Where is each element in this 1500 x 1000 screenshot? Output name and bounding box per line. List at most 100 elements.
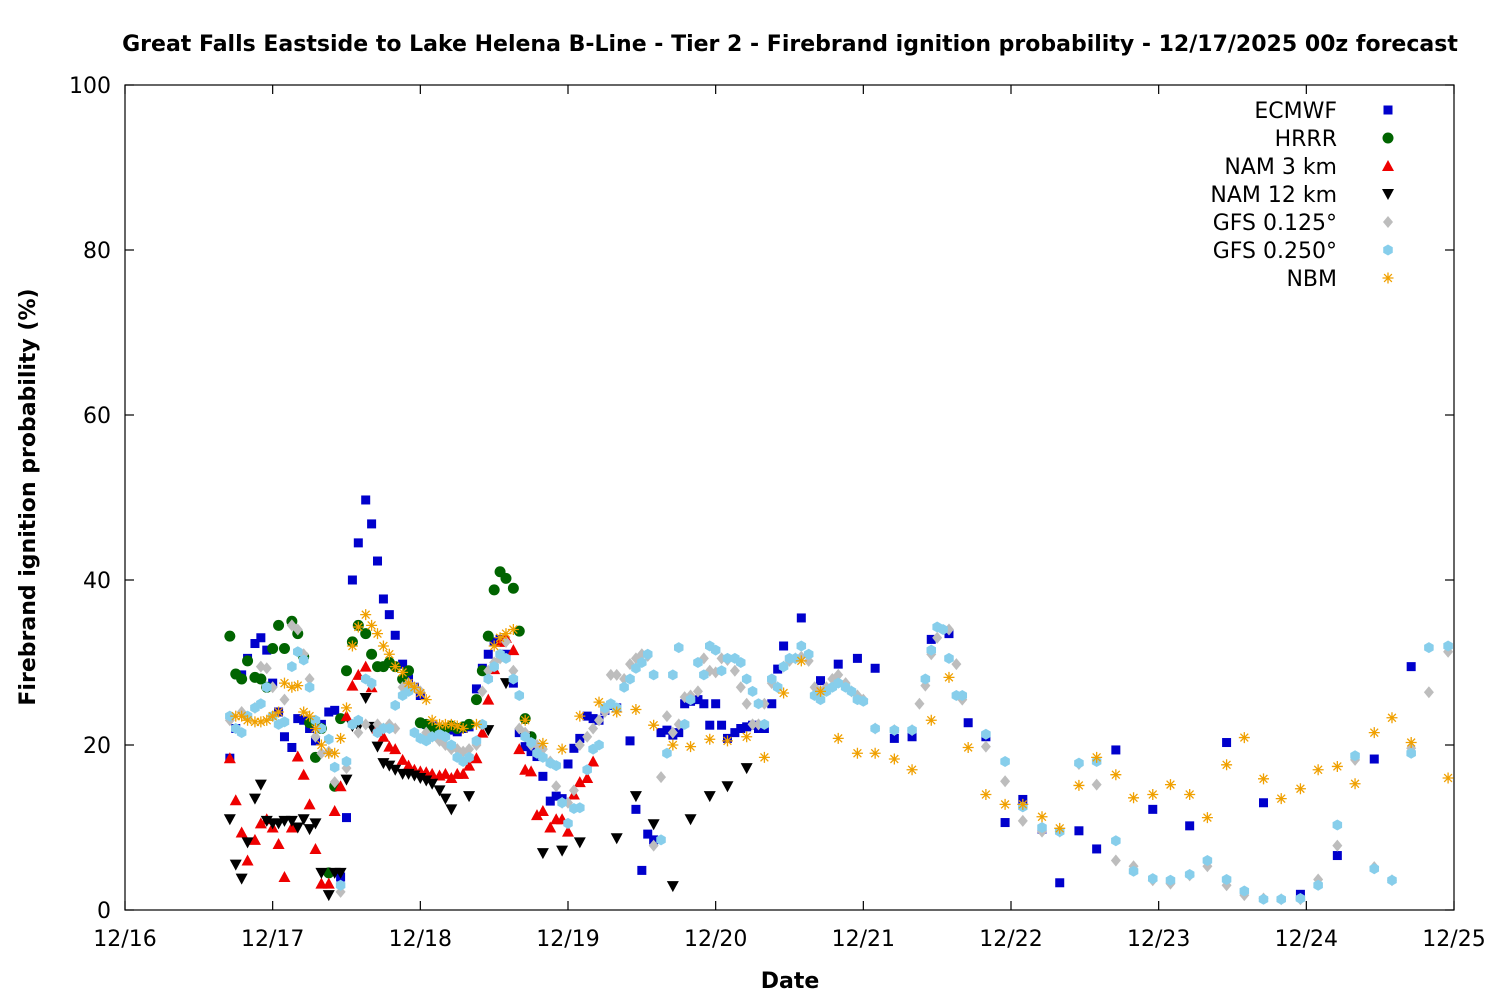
data-point	[889, 724, 900, 736]
data-point	[236, 710, 248, 722]
data-point	[661, 710, 672, 723]
data-point	[1386, 712, 1398, 724]
data-point	[341, 665, 352, 677]
data-point	[272, 838, 285, 849]
data-point	[870, 723, 880, 734]
data-point	[457, 723, 469, 734]
data-point	[1276, 893, 1286, 905]
data-point	[573, 837, 586, 849]
data-point	[513, 625, 525, 637]
data-point	[261, 714, 273, 726]
legend-label: GFS 0.250°	[1213, 239, 1337, 264]
data-point	[514, 690, 525, 701]
data-point	[611, 706, 623, 718]
data-point	[1055, 878, 1065, 888]
data-point	[773, 664, 783, 674]
data-point	[1350, 750, 1360, 762]
data-point	[662, 747, 672, 759]
data-point	[704, 733, 716, 745]
data-point	[463, 759, 476, 771]
data-point	[445, 804, 458, 816]
data-point	[736, 657, 746, 668]
data-point	[335, 713, 347, 725]
data-point	[963, 718, 973, 728]
data-point	[389, 661, 401, 673]
data-point	[778, 661, 789, 673]
data-point	[833, 659, 843, 669]
data-point	[1406, 662, 1416, 672]
data-point	[685, 694, 696, 706]
data-point	[1111, 835, 1121, 847]
data-point	[482, 693, 495, 705]
data-point	[403, 665, 415, 677]
data-point	[1349, 778, 1361, 790]
data-point	[925, 714, 937, 726]
data-point	[1258, 773, 1270, 785]
data-point	[594, 739, 604, 751]
data-point	[304, 681, 315, 693]
data-point	[508, 664, 519, 677]
data-point	[747, 718, 758, 731]
legend-marker	[1382, 132, 1394, 144]
data-point	[1239, 885, 1250, 897]
data-point	[341, 702, 352, 714]
data-point	[445, 718, 457, 730]
data-point	[832, 732, 844, 744]
data-point	[1092, 844, 1102, 854]
data-point	[588, 714, 598, 724]
data-point	[1443, 640, 1453, 652]
data-point	[679, 718, 690, 730]
data-point	[1332, 839, 1343, 852]
data-point	[303, 798, 316, 810]
data-point	[551, 791, 561, 801]
x-tick-label: 12/20	[684, 927, 747, 952]
legend-marker	[1382, 160, 1394, 171]
data-point	[297, 768, 310, 780]
data-point	[575, 733, 585, 743]
data-point	[914, 697, 925, 710]
data-point	[273, 706, 285, 718]
data-point	[229, 859, 242, 871]
data-point	[402, 759, 415, 771]
data-point	[383, 760, 396, 772]
data-point	[662, 725, 672, 735]
data-point	[398, 659, 408, 669]
data-point	[611, 668, 622, 681]
data-point	[292, 623, 303, 636]
data-point	[316, 747, 327, 760]
legend-label: ECMWF	[1254, 99, 1337, 124]
data-point	[256, 698, 266, 710]
data-point	[377, 640, 389, 652]
data-point	[292, 680, 304, 692]
y-tick-label: 20	[83, 734, 111, 759]
data-point	[736, 724, 746, 733]
data-point	[360, 718, 371, 731]
data-point	[1000, 818, 1010, 828]
data-point	[668, 669, 678, 681]
legend-label: HRRR	[1275, 127, 1337, 152]
data-point	[594, 714, 605, 727]
data-point	[342, 813, 351, 823]
data-point	[1000, 775, 1011, 788]
data-point	[796, 640, 807, 652]
data-point	[889, 733, 899, 743]
data-point	[545, 796, 555, 806]
data-point	[476, 665, 488, 677]
data-point	[656, 771, 667, 784]
data-point	[446, 739, 457, 751]
data-point	[1164, 779, 1176, 791]
data-point	[1110, 769, 1122, 781]
data-point	[656, 728, 666, 738]
data-point	[1017, 798, 1029, 810]
data-point	[255, 673, 267, 685]
data-point	[315, 867, 328, 879]
data-point	[907, 724, 917, 736]
data-point	[870, 663, 880, 673]
data-point	[1148, 804, 1158, 814]
x-axis-title: Date	[761, 969, 820, 994]
data-point	[1313, 879, 1323, 891]
data-point	[582, 730, 593, 743]
data-point	[629, 791, 642, 803]
x-axis: 12/16 12/17 12/18 12/19 12/20 12/21 12/22 12/23…	[93, 85, 1486, 952]
data-point	[439, 793, 452, 805]
